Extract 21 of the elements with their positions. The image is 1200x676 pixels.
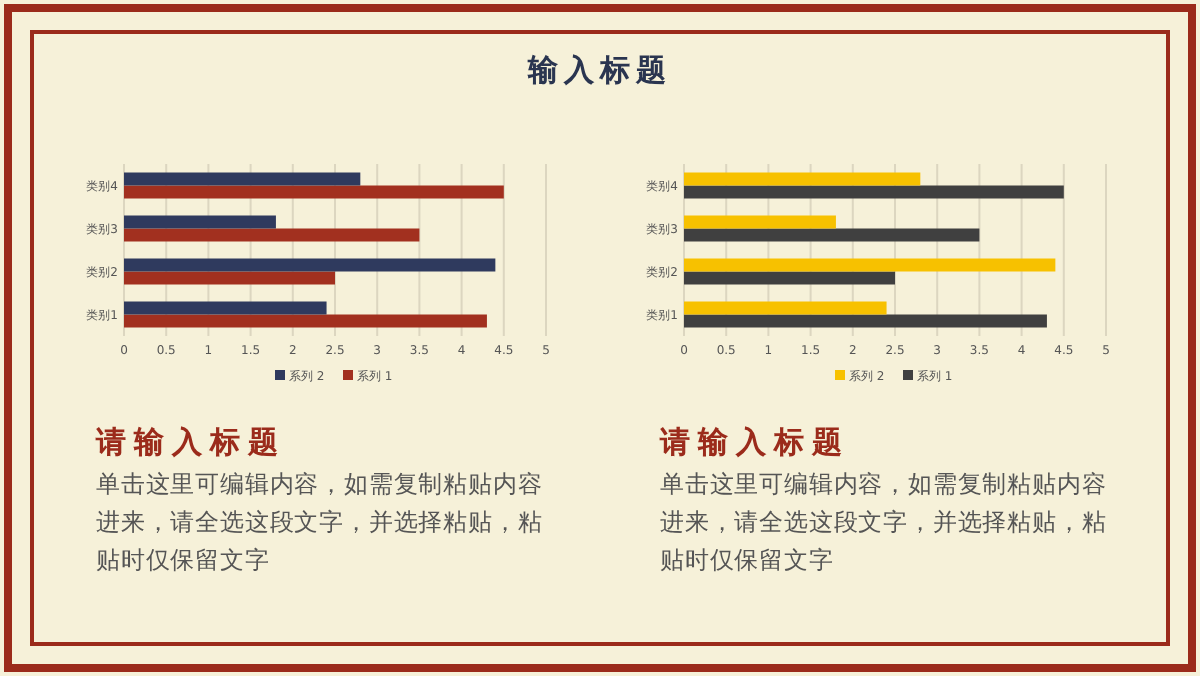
bar xyxy=(124,301,327,315)
text: 请输入标题 xyxy=(96,424,286,462)
bar xyxy=(684,172,921,186)
bar xyxy=(684,228,980,242)
bar xyxy=(124,258,496,272)
bar xyxy=(684,271,895,285)
bar xyxy=(684,185,1064,199)
bar xyxy=(124,215,276,229)
bar xyxy=(684,215,836,229)
bar xyxy=(124,271,335,285)
bar xyxy=(684,314,1047,328)
bar xyxy=(124,314,487,328)
text: 请输入标题 xyxy=(660,424,850,462)
bar xyxy=(684,258,1056,272)
text: 输入标题 xyxy=(526,52,672,88)
bar xyxy=(124,228,420,242)
text: 单击这里可编辑内容，如需复制粘贴内容进来，请全选这段文字，并选择粘贴，粘贴时仅保留文字 xyxy=(96,468,545,578)
bar xyxy=(684,301,887,315)
text: 单击这里可编辑内容，如需复制粘贴内容进来，请全选这段文字，并选择粘贴，粘贴时仅保留文字 xyxy=(660,468,1109,578)
bar xyxy=(124,185,504,199)
bar xyxy=(124,172,361,186)
